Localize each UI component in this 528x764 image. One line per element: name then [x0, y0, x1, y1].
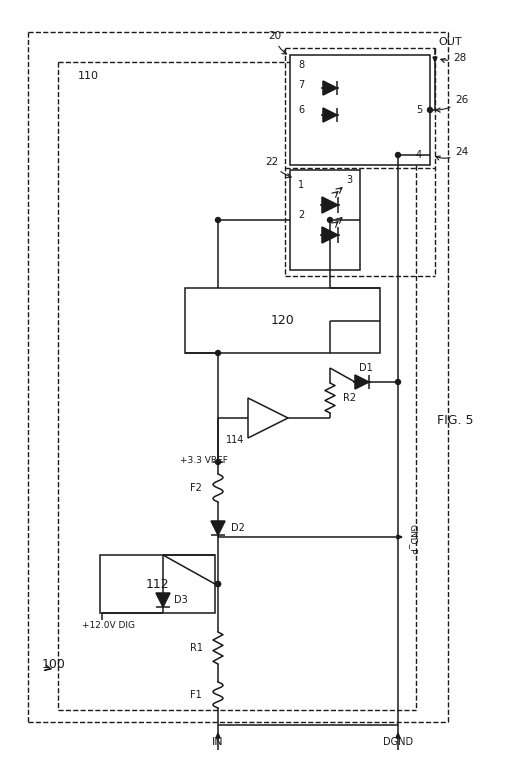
Polygon shape: [216, 733, 220, 738]
Polygon shape: [322, 197, 338, 213]
Text: +12.0V DIG: +12.0V DIG: [82, 620, 135, 630]
Text: +3.3 VREF: +3.3 VREF: [180, 455, 228, 465]
Text: 120: 120: [271, 314, 295, 327]
Text: F2: F2: [190, 483, 202, 493]
Polygon shape: [397, 535, 402, 539]
Text: 112: 112: [146, 578, 169, 591]
Text: 28: 28: [441, 53, 467, 63]
Text: F1: F1: [190, 690, 202, 700]
Circle shape: [428, 108, 432, 112]
Polygon shape: [323, 81, 337, 95]
Polygon shape: [396, 733, 400, 738]
Text: OUT: OUT: [438, 37, 462, 47]
Text: 4: 4: [416, 150, 422, 160]
Circle shape: [215, 581, 221, 587]
Text: 1: 1: [298, 180, 304, 190]
Bar: [290, 170, 360, 270]
Text: 100: 100: [42, 659, 66, 672]
Text: 114: 114: [226, 435, 244, 445]
Polygon shape: [322, 227, 338, 243]
Text: 2: 2: [298, 210, 304, 220]
Text: 3: 3: [346, 175, 352, 185]
Text: 110: 110: [78, 71, 99, 81]
Circle shape: [395, 153, 401, 157]
Circle shape: [327, 218, 333, 222]
Text: 22: 22: [266, 157, 291, 178]
Text: 6: 6: [298, 105, 304, 115]
Polygon shape: [355, 375, 369, 389]
Text: 8: 8: [298, 60, 304, 70]
Polygon shape: [323, 108, 337, 122]
Text: 20: 20: [268, 31, 287, 54]
Text: DGND: DGND: [383, 737, 413, 747]
Text: GND_P: GND_P: [409, 524, 418, 554]
Text: D3: D3: [174, 595, 188, 605]
Polygon shape: [211, 521, 225, 535]
Text: 24: 24: [436, 147, 469, 160]
Text: 26: 26: [436, 95, 469, 112]
Bar: [100, 555, 215, 613]
Circle shape: [215, 459, 221, 465]
Polygon shape: [433, 57, 437, 62]
Circle shape: [215, 218, 221, 222]
Polygon shape: [156, 593, 170, 607]
Text: D2: D2: [231, 523, 245, 533]
Text: 7: 7: [298, 80, 304, 90]
Text: R2: R2: [343, 393, 356, 403]
Text: IN: IN: [212, 737, 224, 747]
Polygon shape: [248, 398, 288, 438]
Text: R1: R1: [190, 643, 203, 653]
Circle shape: [215, 351, 221, 355]
Circle shape: [215, 581, 221, 587]
Bar: [185, 288, 380, 353]
Text: FIG. 5: FIG. 5: [437, 413, 473, 426]
Text: D1: D1: [359, 363, 373, 373]
Bar: [290, 55, 430, 165]
Circle shape: [395, 380, 401, 384]
Text: 5: 5: [416, 105, 422, 115]
